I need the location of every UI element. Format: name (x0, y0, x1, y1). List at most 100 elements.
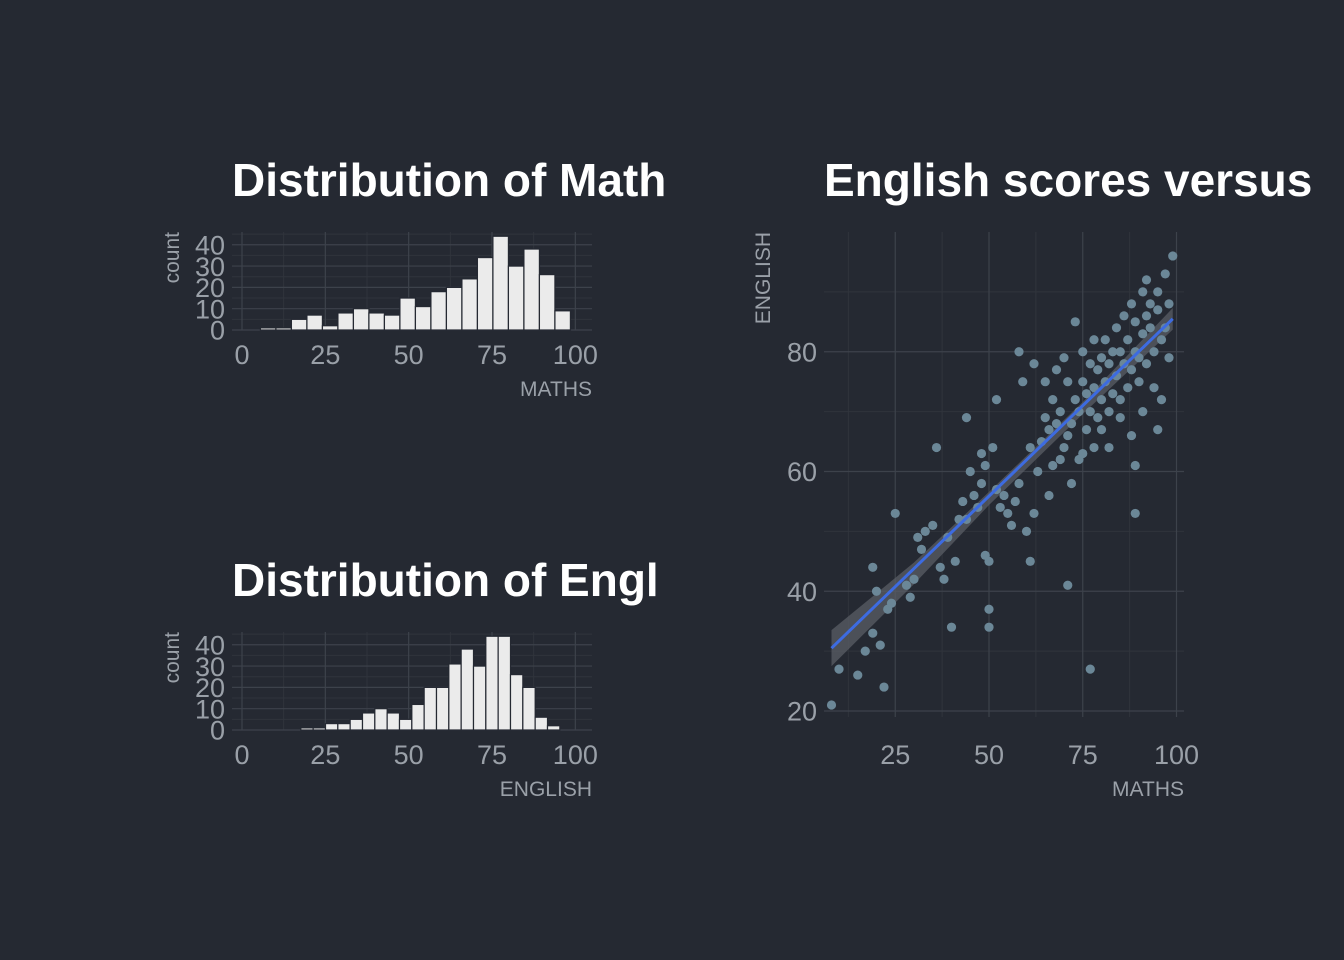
y-tick-label: 30 (195, 652, 225, 682)
histogram-bar (259, 327, 277, 331)
scatter-point (1119, 311, 1129, 321)
y-tick-label: 10 (195, 294, 225, 324)
scatter-point (1074, 407, 1084, 417)
scatter-point (1145, 323, 1155, 333)
histogram-bar (485, 635, 499, 731)
x-tick-label: 75 (477, 740, 507, 770)
scatter-point (988, 442, 998, 453)
scatter-point (1134, 377, 1144, 387)
histogram-bar (509, 674, 524, 731)
histogram-bar (460, 648, 475, 731)
scatter-point (1044, 490, 1054, 501)
histogram-bar (534, 716, 549, 731)
scatter-point (1081, 389, 1092, 399)
scatter-point (950, 556, 960, 566)
histogram-bar (435, 686, 450, 731)
scatter-point (875, 640, 885, 650)
scatter-trend-line (830, 317, 1174, 650)
histogram-bar (445, 286, 463, 331)
scatter-point (879, 682, 889, 692)
histogram-bar (411, 703, 425, 731)
maths-histogram-y-label: count (161, 232, 184, 284)
scatter-point (928, 520, 938, 530)
x-tick-label: 50 (394, 740, 424, 770)
histogram-bar (472, 665, 487, 731)
scatter-point (931, 442, 942, 453)
y-tick-label: 20 (195, 273, 225, 303)
scatter-point (1130, 508, 1140, 519)
scatter-point (1108, 389, 1118, 399)
histogram-bar (554, 310, 572, 331)
scatter-point (946, 622, 957, 632)
scatter-point (1115, 395, 1125, 405)
scatter-point (834, 664, 844, 674)
scatter-point (1048, 460, 1058, 471)
scatter-point (886, 598, 897, 608)
scatter-point (965, 466, 975, 477)
histogram-bar (383, 314, 401, 331)
histogram-bar (448, 663, 462, 731)
scatter-x-ticks: 25 50 75 100 (880, 740, 1199, 770)
y-tick-label: 10 (195, 694, 225, 724)
scatter-point (991, 395, 1002, 405)
scatter-point (1141, 275, 1152, 285)
y-tick-label: 40 (195, 631, 225, 661)
maths-histogram-panel: Distribution of Math 0 25 50 75 100 01020304… (161, 154, 666, 401)
maths-histogram-x-label: MATHS (520, 378, 592, 401)
x-tick-label: 50 (974, 740, 1004, 770)
scatter-point (1093, 413, 1103, 423)
histogram-bar (461, 278, 479, 331)
scatter-point (1044, 424, 1054, 435)
scatter-point (1029, 359, 1039, 369)
scatter-point (1160, 269, 1170, 279)
maths-histogram-title: Distribution of Math (232, 154, 666, 206)
y-tick-label: 80 (787, 337, 817, 367)
scatter-point (1014, 478, 1024, 489)
scatter-point (1096, 395, 1107, 405)
histogram-bar (324, 723, 339, 731)
scatter-point (868, 562, 878, 572)
scatter-point (1063, 430, 1073, 441)
y-tick-label: 40 (195, 231, 225, 261)
x-tick-label: 100 (553, 340, 598, 370)
histogram-bar (538, 274, 556, 331)
scatter-point (1126, 430, 1137, 441)
histogram-bar (398, 718, 413, 731)
scatter-point (1010, 496, 1020, 507)
scatter-point (1149, 383, 1159, 393)
scatter-point (1040, 413, 1050, 423)
scatter-point (1164, 299, 1174, 309)
histogram-bar (399, 297, 417, 331)
scatter-point (901, 580, 912, 590)
scatter-point (1104, 442, 1114, 453)
histogram-bar (523, 248, 541, 331)
x-tick-label: 25 (880, 740, 910, 770)
scatter-point (920, 526, 930, 536)
scatter-y-label: ENGLISH (752, 232, 775, 324)
scatter-point (1089, 383, 1099, 393)
scatter-point (1085, 407, 1095, 417)
scatter-point (1164, 353, 1174, 363)
scatter-panel: English scores versus 25 50 75 100 20 40 60 80… (752, 154, 1312, 801)
scatter-point (1115, 413, 1125, 423)
scatter-point (1025, 442, 1035, 453)
scatter-point (1096, 353, 1107, 363)
scatter-point (1018, 377, 1028, 387)
histogram-bar (337, 312, 355, 331)
scatter-point (1138, 287, 1148, 297)
scatter-point (1130, 317, 1140, 327)
scatter-point (995, 502, 1005, 513)
y-tick-label: 30 (195, 252, 225, 282)
scatter-point (1111, 323, 1122, 333)
scatter-point (976, 448, 987, 459)
scatter-title: English scores versus (824, 154, 1312, 206)
scatter-point (1104, 359, 1114, 369)
histogram-bar (423, 686, 438, 731)
scatter-point (1003, 508, 1013, 519)
histogram-bar (290, 318, 308, 331)
scatter-point (905, 592, 915, 602)
scatter-point (909, 574, 919, 584)
scatter-point (961, 413, 972, 423)
